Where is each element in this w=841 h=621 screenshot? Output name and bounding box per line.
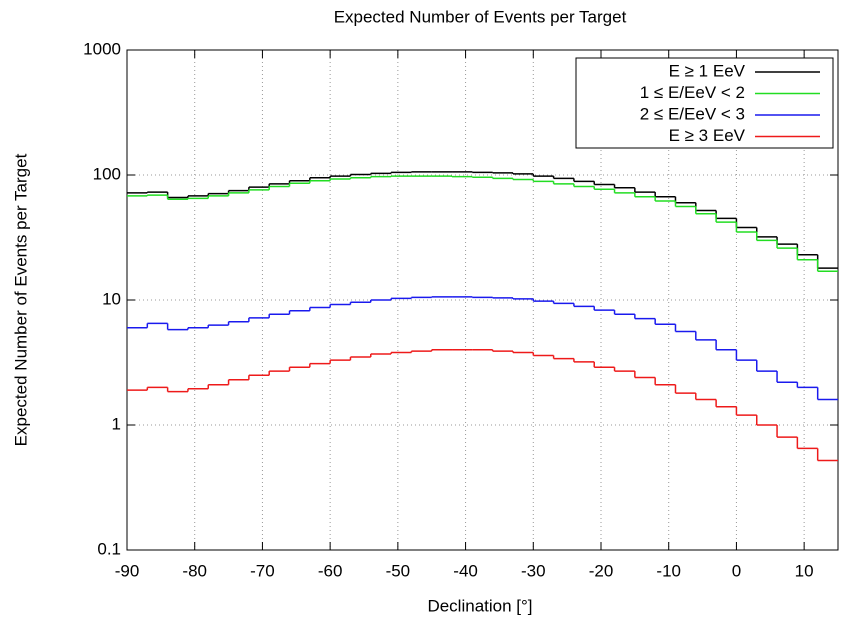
x-tick-label: 0: [732, 561, 741, 580]
x-tick-label: -30: [521, 561, 546, 580]
x-tick-label: -10: [656, 561, 681, 580]
y-axis-label: Expected Number of Events per Target: [11, 153, 30, 446]
x-tick-label: -20: [589, 561, 614, 580]
x-tick-label: -80: [182, 561, 207, 580]
legend-label: E ≥ 3 EeV: [669, 126, 746, 145]
chart-title: Expected Number of Events per Target: [334, 7, 627, 26]
series: [127, 175, 838, 272]
y-tick-label: 1000: [83, 39, 121, 58]
x-tick-label: -70: [250, 561, 275, 580]
x-tick-label: -90: [115, 561, 140, 580]
x-tick-label: -50: [386, 561, 411, 580]
x-tick-label: -40: [453, 561, 478, 580]
series: [127, 171, 838, 269]
x-tick-label: 10: [795, 561, 814, 580]
y-tick-label: 10: [102, 289, 121, 308]
x-axis-label: Declination [°]: [427, 596, 532, 615]
series: [127, 296, 838, 401]
y-tick-label: 0.1: [97, 539, 121, 558]
series: [127, 348, 838, 462]
y-tick-label: 100: [93, 164, 121, 183]
y-tick-label: 1: [112, 414, 121, 433]
x-tick-label: -60: [318, 561, 343, 580]
legend-label: E ≥ 1 EeV: [669, 61, 746, 80]
legend-label: 1 ≤ E/EeV < 2: [640, 83, 745, 102]
plot-frame: [126, 49, 839, 551]
legend-label: 2 ≤ E/EeV < 3: [640, 104, 745, 123]
legend-box: [575, 57, 834, 149]
